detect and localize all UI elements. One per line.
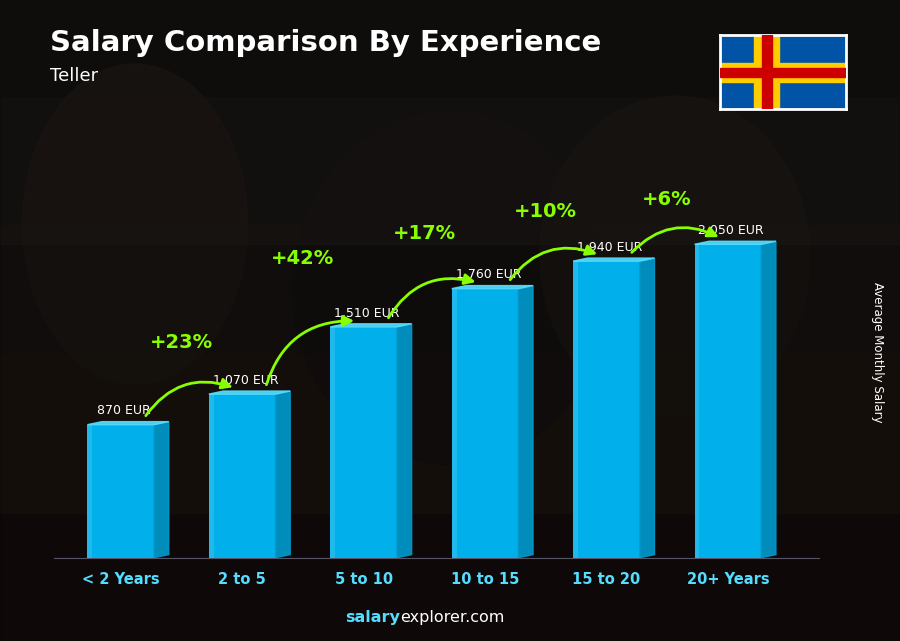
- Bar: [330, 327, 335, 558]
- Ellipse shape: [292, 112, 608, 465]
- Ellipse shape: [540, 96, 810, 417]
- Polygon shape: [761, 241, 776, 558]
- Polygon shape: [275, 391, 290, 558]
- Bar: [209, 394, 213, 558]
- Polygon shape: [518, 286, 533, 558]
- Ellipse shape: [22, 64, 248, 385]
- Text: +6%: +6%: [643, 190, 692, 208]
- Text: salary: salary: [346, 610, 400, 625]
- Bar: [0, 0, 900, 244]
- Text: Average Monthly Salary: Average Monthly Salary: [871, 282, 884, 423]
- Polygon shape: [695, 241, 776, 244]
- Bar: [87, 425, 92, 558]
- Text: +10%: +10%: [514, 202, 577, 221]
- Bar: [573, 261, 578, 558]
- Text: 1,940 EUR: 1,940 EUR: [577, 241, 643, 254]
- Bar: [330, 327, 397, 558]
- Polygon shape: [573, 258, 654, 261]
- Polygon shape: [209, 391, 290, 394]
- Bar: [573, 261, 640, 558]
- Text: explorer.com: explorer.com: [400, 610, 505, 625]
- Bar: [452, 288, 456, 558]
- Polygon shape: [87, 422, 169, 425]
- Bar: [452, 288, 518, 558]
- Bar: [0, 224, 900, 353]
- Bar: [720, 68, 846, 76]
- Text: 870 EUR: 870 EUR: [97, 404, 151, 417]
- Text: +17%: +17%: [392, 224, 455, 244]
- Bar: [87, 425, 154, 558]
- Text: 1,070 EUR: 1,070 EUR: [212, 374, 278, 387]
- Polygon shape: [154, 422, 169, 558]
- Text: 1,760 EUR: 1,760 EUR: [455, 269, 521, 281]
- Polygon shape: [330, 324, 411, 327]
- Bar: [0, 0, 900, 96]
- Bar: [0, 353, 900, 513]
- Bar: [0, 96, 900, 224]
- Bar: [761, 35, 771, 109]
- Bar: [754, 35, 779, 109]
- Text: +23%: +23%: [149, 333, 213, 353]
- Bar: [209, 394, 275, 558]
- Text: 2,050 EUR: 2,050 EUR: [698, 224, 764, 237]
- Polygon shape: [640, 258, 654, 558]
- Polygon shape: [397, 324, 411, 558]
- Bar: [695, 244, 761, 558]
- Bar: [720, 63, 846, 81]
- Polygon shape: [452, 286, 533, 288]
- Bar: [0, 513, 900, 641]
- Text: 1,510 EUR: 1,510 EUR: [334, 306, 400, 320]
- Text: Teller: Teller: [50, 67, 97, 85]
- Text: Salary Comparison By Experience: Salary Comparison By Experience: [50, 29, 601, 57]
- Bar: [695, 244, 699, 558]
- Text: +42%: +42%: [271, 249, 335, 269]
